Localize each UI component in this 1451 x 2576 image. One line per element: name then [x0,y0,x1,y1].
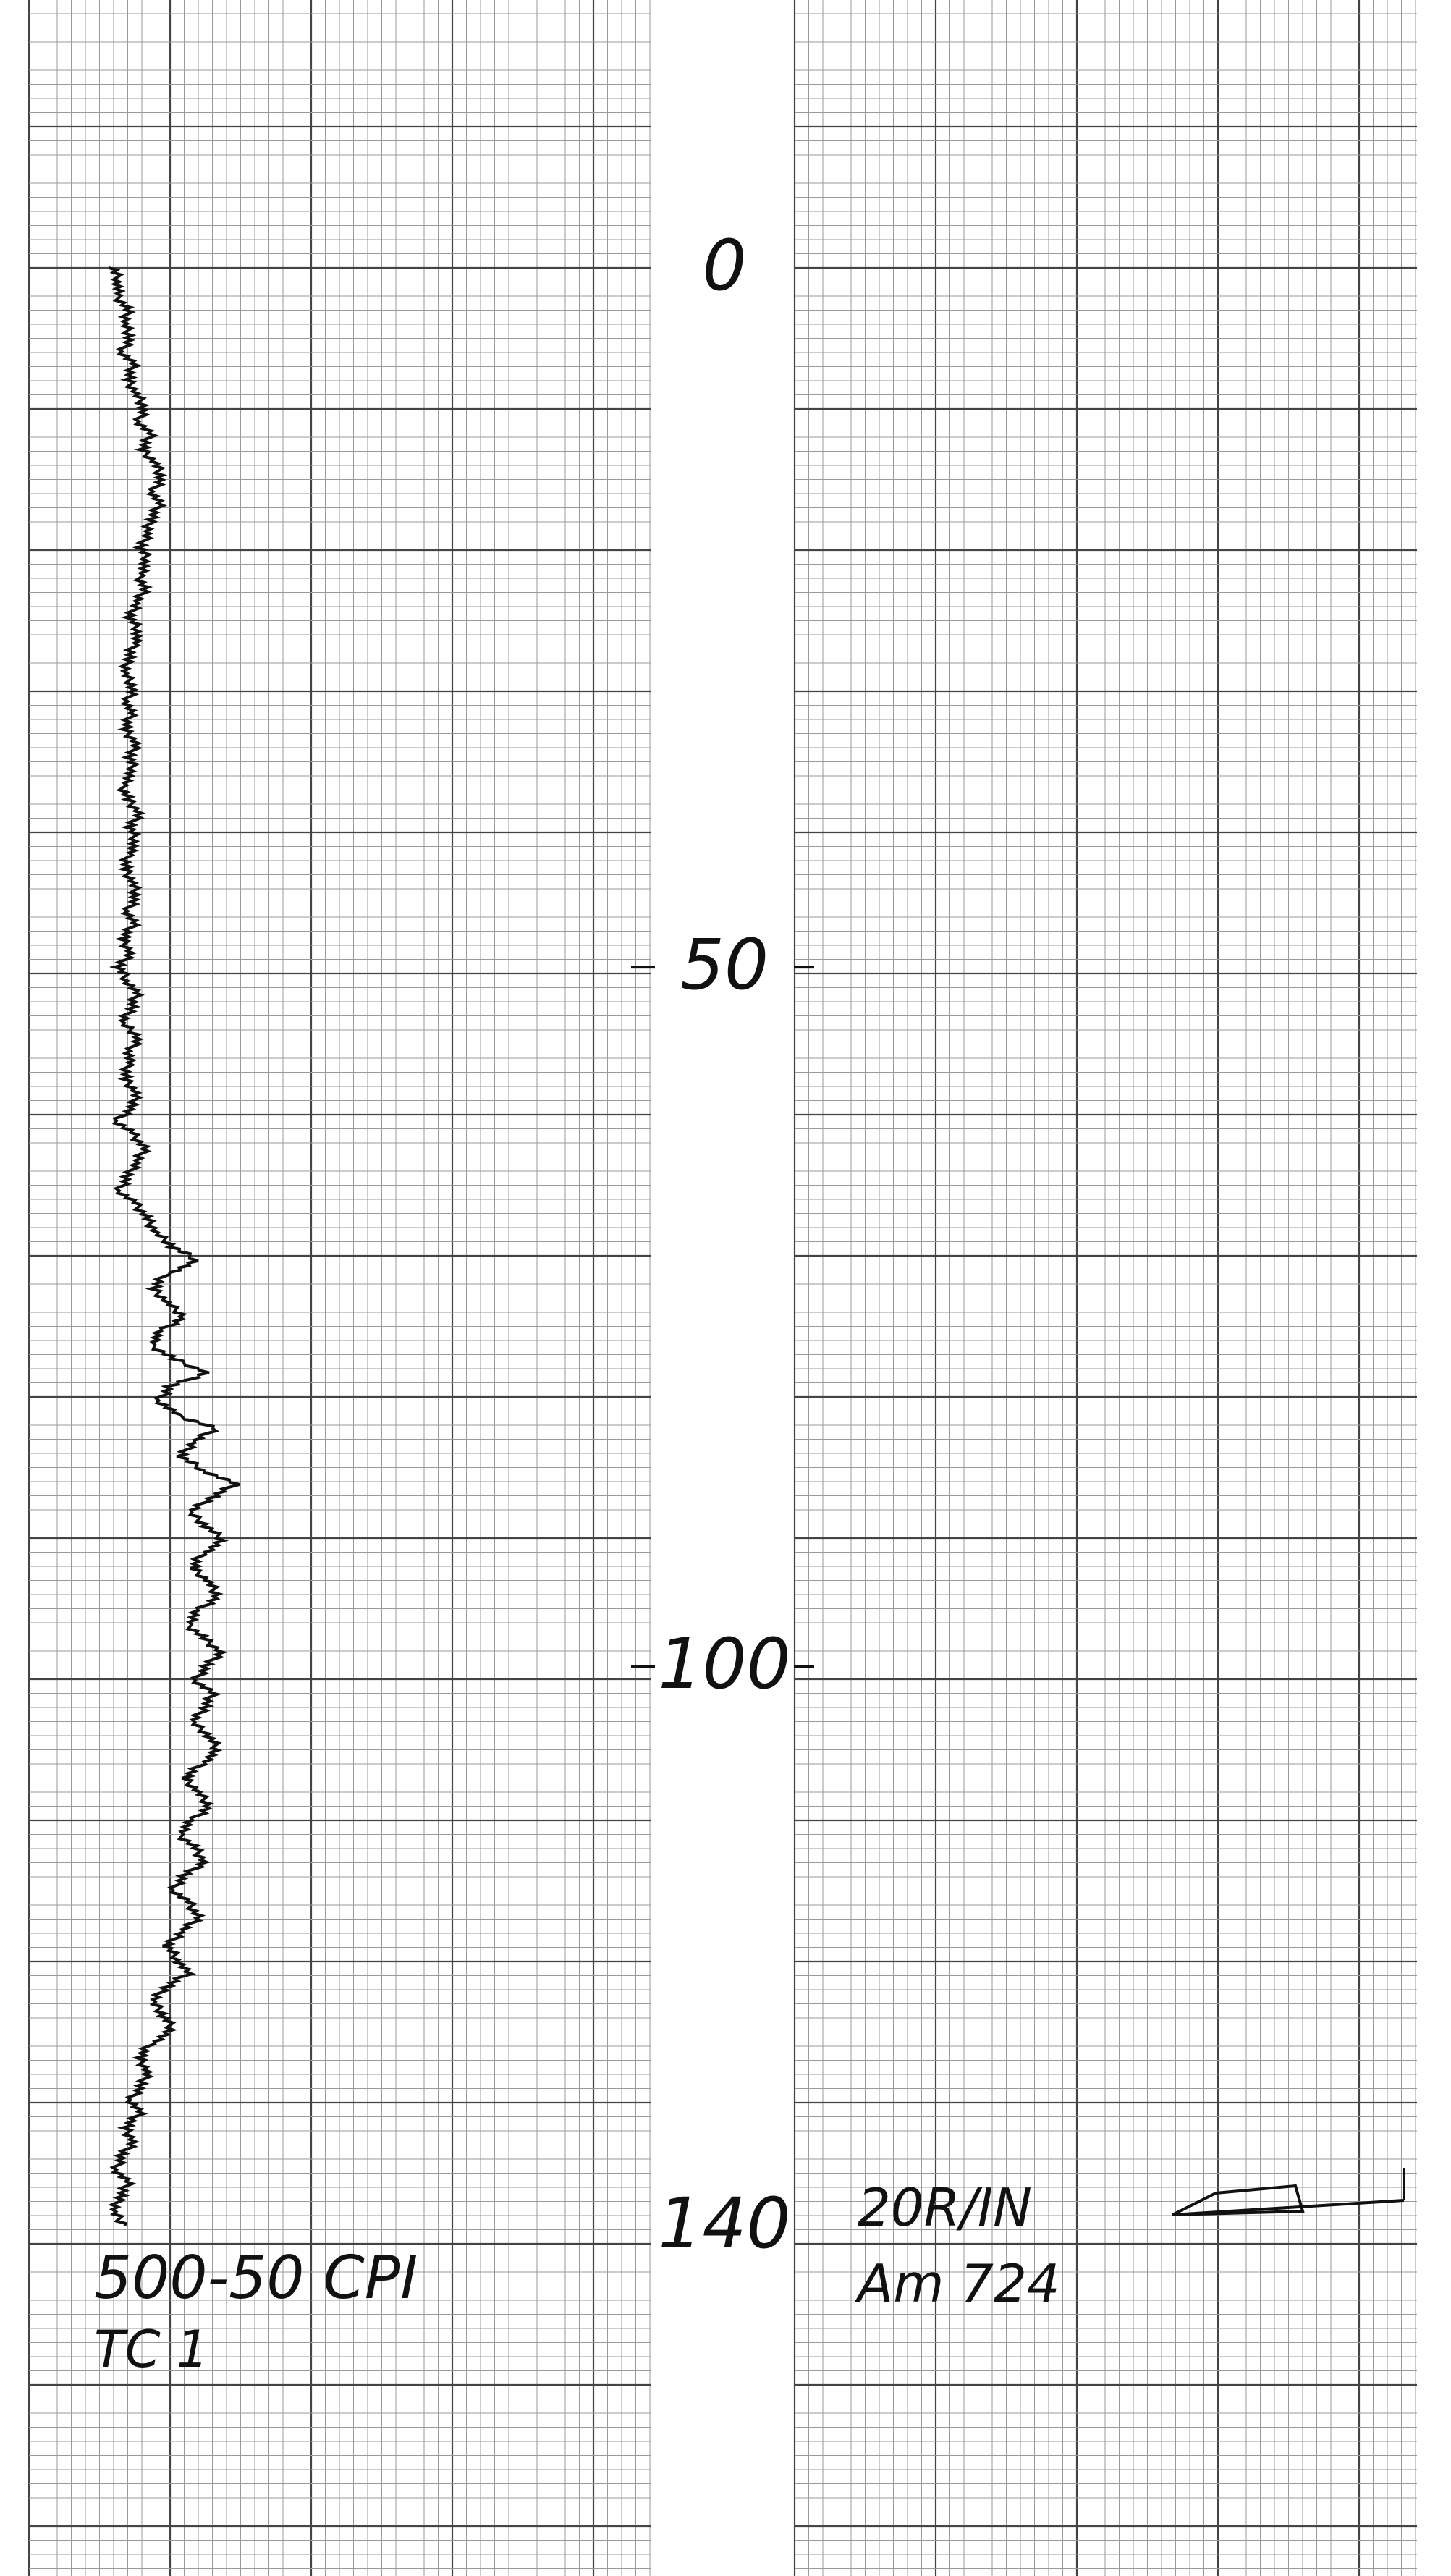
annotation-sample: Am 724 [855,2253,1060,2314]
y-axis-labels: 0 50 100 140 [631,225,814,2264]
grid-left-panel [28,0,651,2576]
pen-marker [1172,2168,1405,2216]
annotation-channel: TC 1 [94,2320,208,2379]
annotation-scale: 20R/IN [858,2177,1032,2238]
y-axis-tick-label: 50 [680,924,769,1005]
y-axis-tick-label: 100 [658,1623,790,1705]
y-axis-tick-label: 140 [658,2183,790,2264]
grid-right-panel [793,0,1417,2576]
y-axis-tick-label: 0 [702,225,746,306]
recorder-trace [108,266,240,2226]
center-blank-strip [659,0,790,2576]
annotation-range: 500-50 CPI [94,2244,418,2313]
